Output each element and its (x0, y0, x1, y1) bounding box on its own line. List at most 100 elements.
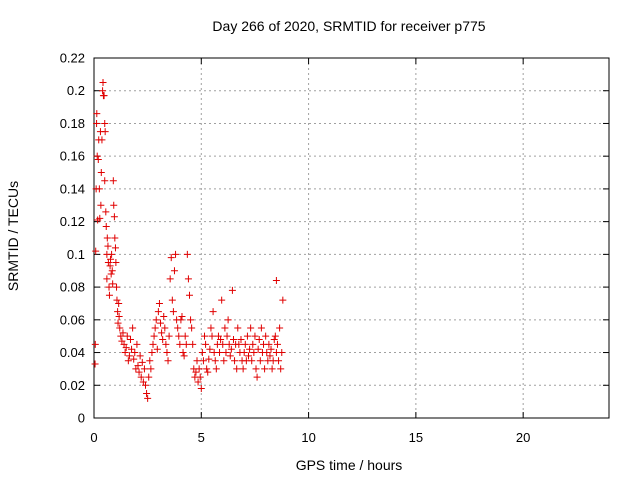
data-point (225, 340, 233, 348)
data-point (91, 360, 99, 368)
data-point (189, 340, 197, 348)
y-tick-label: 0.08 (60, 280, 85, 295)
data-point (149, 340, 157, 348)
data-point (245, 352, 252, 360)
data-point (151, 324, 159, 332)
data-point (116, 324, 124, 332)
y-tick-labels: 0 0.02 0.04 0.06 0.08 0.1 0.12 0.14 0.16 0.18 0.2 0… (60, 51, 85, 426)
data-point (115, 313, 123, 321)
y-tick-label: 0.18 (60, 116, 85, 131)
data-point (249, 340, 257, 348)
data-point (136, 352, 144, 360)
data-point (270, 335, 278, 343)
data-point (263, 349, 271, 357)
data-point (107, 270, 115, 278)
data-point (201, 332, 209, 340)
data-point (265, 340, 273, 348)
data-point (140, 365, 148, 373)
y-tick-label: 0.1 (67, 247, 85, 262)
data-point (209, 308, 217, 316)
data-point (226, 352, 234, 360)
data-point (228, 286, 236, 294)
data-point (227, 345, 235, 353)
data-point (206, 345, 214, 353)
y-tick-label: 0.16 (60, 149, 85, 164)
data-point (121, 349, 129, 357)
data-point (112, 259, 120, 267)
data-point (93, 152, 101, 160)
data-point (273, 340, 281, 348)
data-point (217, 335, 225, 343)
data-point (125, 352, 133, 360)
data-point (183, 250, 191, 258)
data-point (92, 247, 100, 255)
data-point (134, 362, 142, 370)
data-point (197, 385, 205, 393)
plot-frame (93, 57, 610, 419)
data-point (165, 332, 173, 340)
data-point (271, 332, 279, 340)
data-point (113, 296, 121, 304)
data-point (91, 340, 99, 348)
data-point (124, 357, 132, 365)
data-point (240, 349, 248, 357)
data-point (102, 208, 110, 216)
data-point (96, 214, 104, 222)
data-point (123, 332, 131, 340)
data-point (239, 365, 247, 373)
data-point (97, 201, 105, 209)
data-point (144, 394, 152, 402)
data-point (154, 308, 162, 316)
data-point (170, 267, 178, 275)
data-point (195, 365, 203, 373)
y-tick-label: 0.2 (67, 83, 85, 98)
x-tick-label: 15 (409, 430, 423, 445)
data-point (224, 316, 232, 324)
data-point (182, 340, 190, 348)
data-point (166, 275, 174, 283)
data-point (99, 87, 107, 95)
data-point (203, 365, 211, 373)
data-point (204, 368, 212, 376)
data-point (97, 169, 105, 177)
data-point (257, 324, 265, 332)
data-point (180, 352, 188, 360)
data-point (110, 213, 118, 221)
data-point (101, 128, 109, 136)
data-point (184, 275, 192, 283)
data-point (181, 332, 189, 340)
data-point (194, 378, 202, 386)
data-point (114, 319, 122, 327)
data-point (161, 324, 169, 332)
data-point (108, 250, 116, 258)
data-point (146, 357, 154, 365)
data-point (147, 365, 155, 373)
data-point (137, 373, 145, 381)
data-point (251, 332, 259, 340)
data-point (199, 357, 207, 365)
data-point (223, 332, 231, 340)
data-point (126, 335, 134, 343)
data-point (174, 324, 182, 332)
x-axis-title: GPS time / hours (296, 457, 403, 473)
y-tick-label: 0.04 (60, 345, 85, 360)
data-point (277, 365, 285, 373)
data-point (104, 242, 112, 250)
data-point (108, 267, 116, 275)
data-point (109, 177, 117, 185)
data-point (188, 324, 196, 332)
data-point (276, 324, 284, 332)
data-point (261, 365, 269, 373)
data-point (176, 340, 184, 348)
data-point (131, 349, 139, 357)
y-tick-label: 0.06 (60, 312, 85, 327)
data-point (268, 365, 276, 373)
data-point (129, 324, 137, 332)
data-point (229, 335, 237, 343)
data-point (102, 223, 110, 231)
data-point (159, 335, 167, 343)
data-point (94, 155, 102, 163)
data-point (218, 296, 226, 304)
data-point (163, 349, 171, 357)
